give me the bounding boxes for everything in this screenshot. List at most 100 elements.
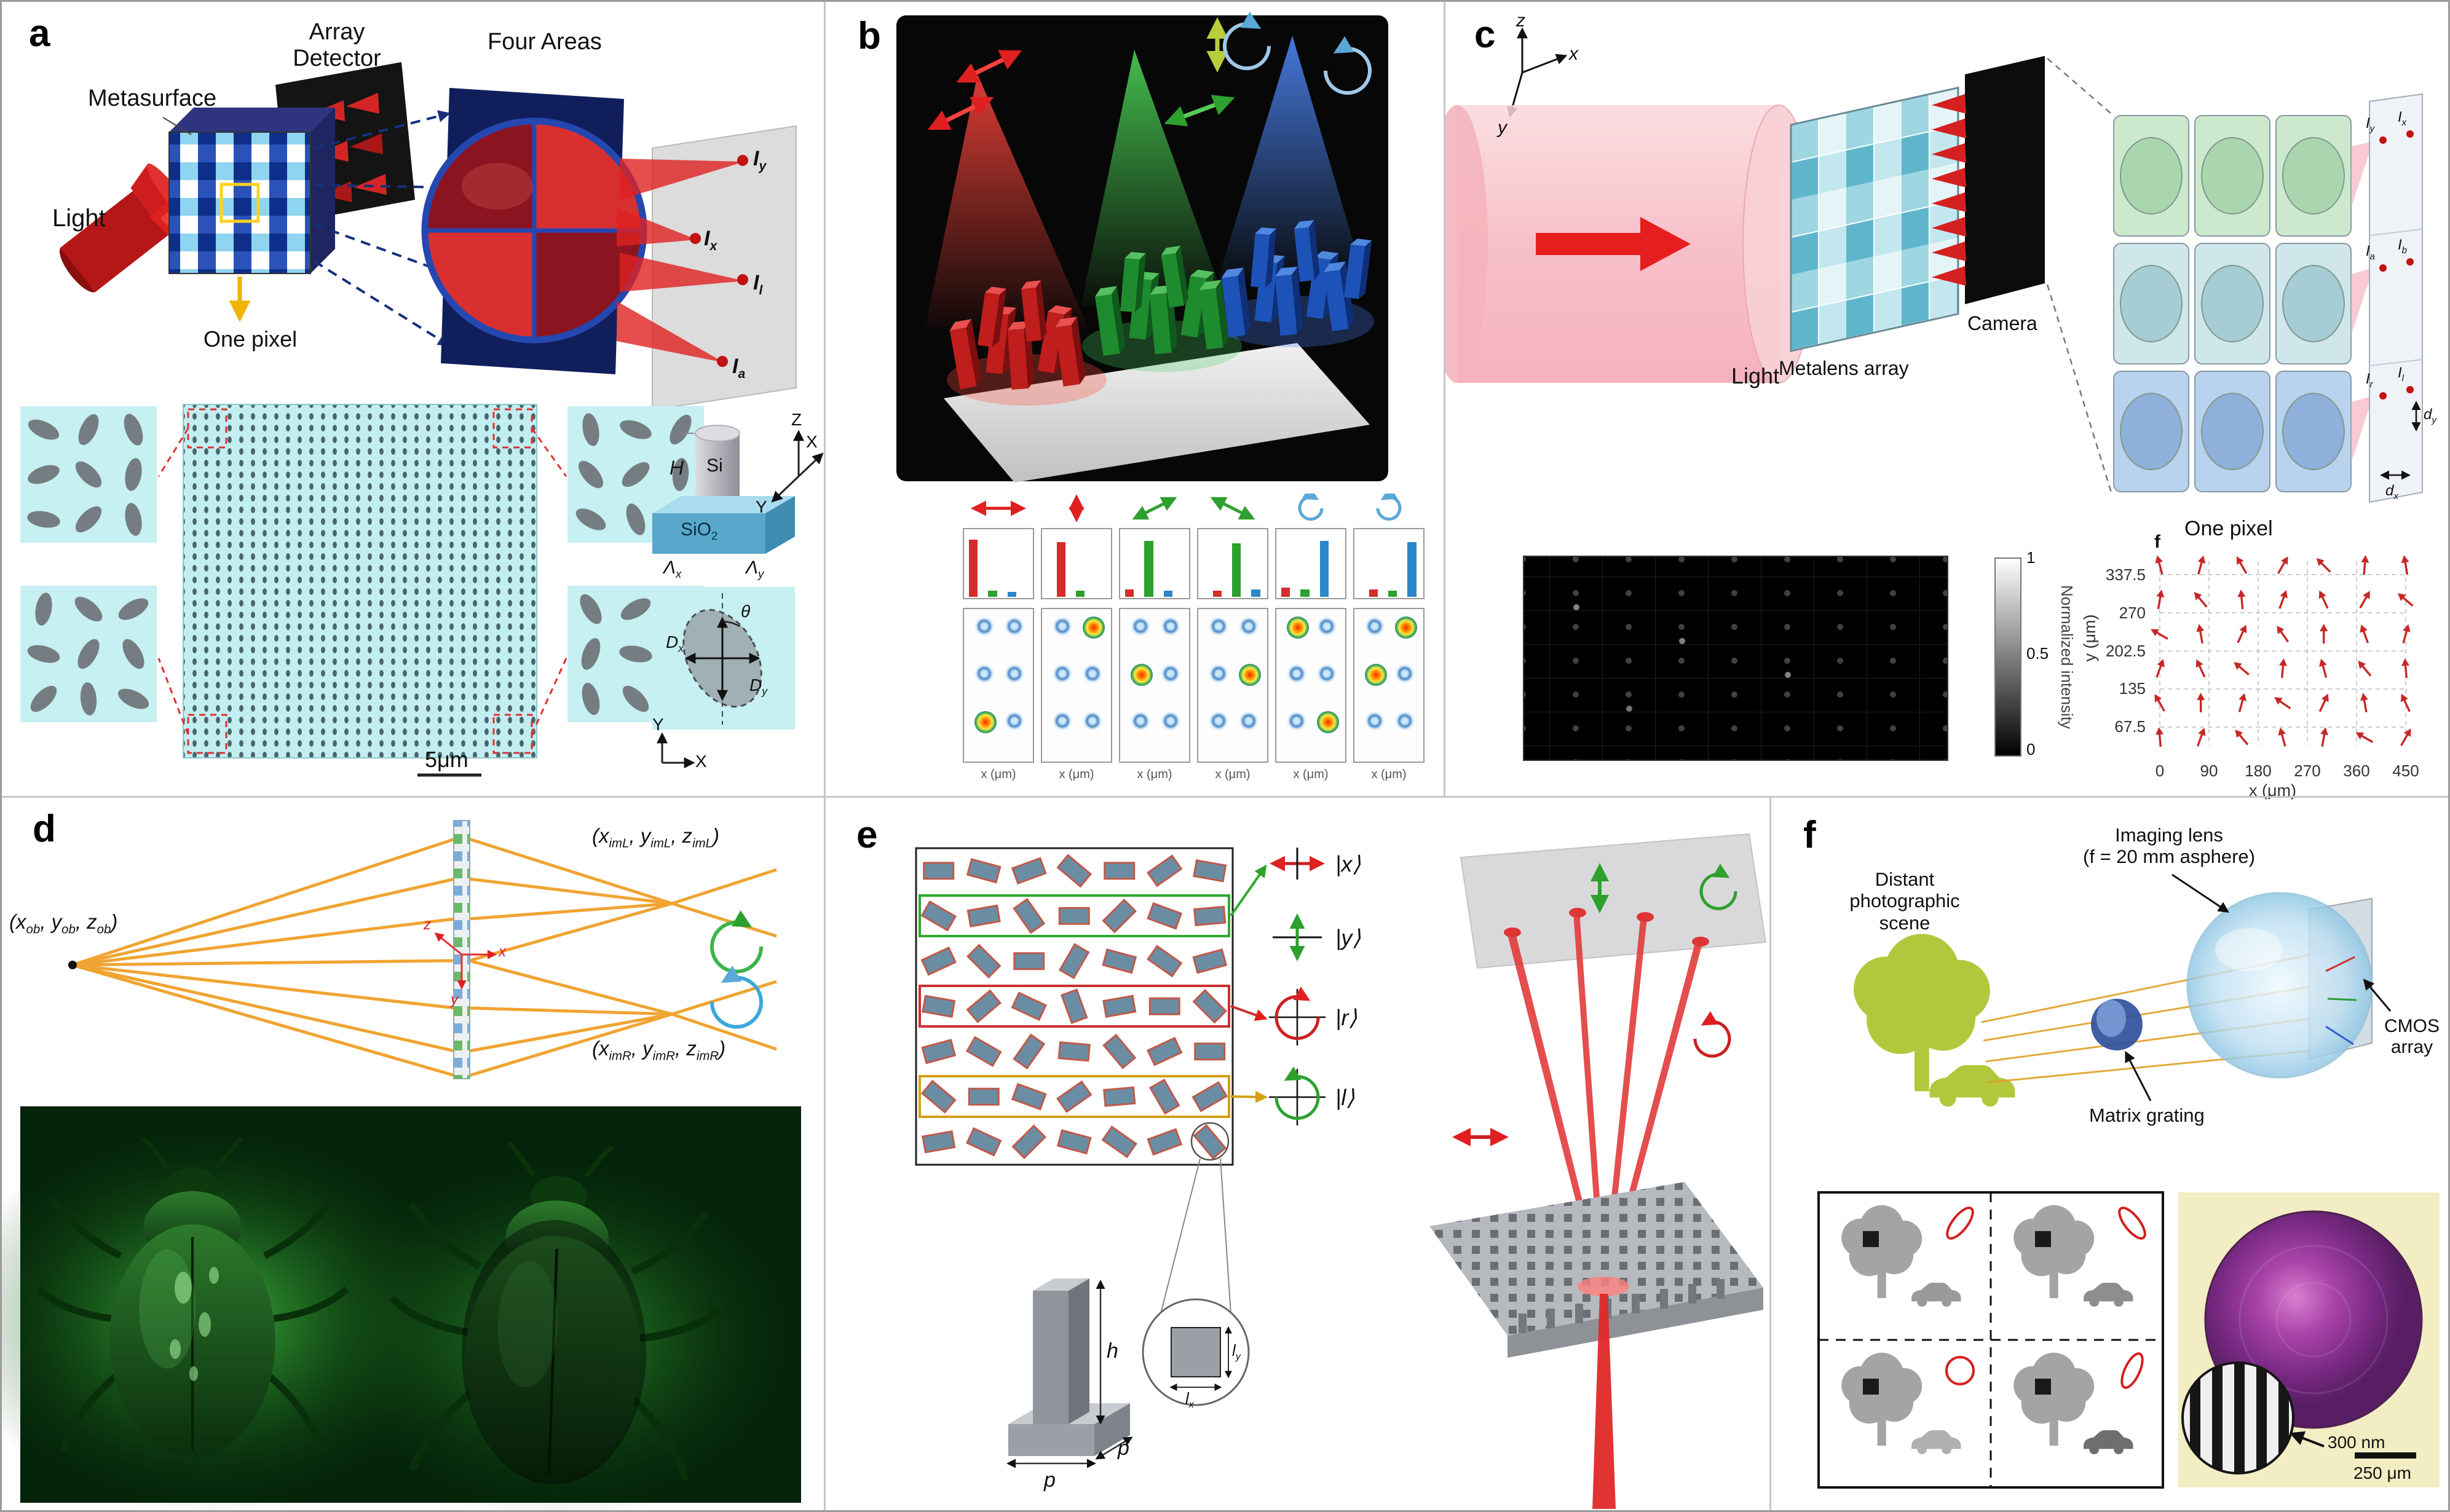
divider-de bbox=[824, 796, 826, 1510]
substrate-label: SiO2 bbox=[681, 519, 718, 542]
focal-spot-panel-5 bbox=[1275, 608, 1346, 763]
axis-z-label: Z bbox=[791, 410, 802, 429]
array-detector-label: Array Detector bbox=[293, 19, 381, 72]
focal-spot-panel-6 bbox=[1353, 608, 1425, 763]
panel-f-art bbox=[1817, 873, 2440, 1489]
scale-bar-250um bbox=[2355, 1452, 2416, 1459]
axis-x-label: x bbox=[1569, 44, 1578, 64]
metalens-array-plane bbox=[1790, 86, 1959, 352]
colorbar-min: 0 bbox=[2026, 740, 2036, 758]
scale-250um-label: 250 μm bbox=[2353, 1463, 2411, 1482]
colorbar bbox=[1994, 557, 2021, 757]
one-pixel-detail bbox=[2113, 93, 2423, 503]
ket-y-label: |y⟩ bbox=[1335, 925, 1361, 950]
quiver-title: f bbox=[2154, 532, 2160, 552]
pitch-p2-label: p bbox=[1118, 1436, 1129, 1460]
imaging-setup bbox=[1854, 873, 2392, 1107]
nanopillar-3d-unit bbox=[1006, 1278, 1250, 1468]
colorbar-mid: 0.5 bbox=[2026, 644, 2049, 663]
panel-letter-a: a bbox=[29, 12, 50, 55]
ellipse-parameter-diagram bbox=[652, 587, 795, 768]
dx-label: Dx bbox=[666, 632, 684, 655]
intensity-bar-chart-3 bbox=[1119, 528, 1190, 599]
panel-a-art bbox=[20, 62, 824, 777]
panel-e: e |x⟩ |y⟩ |r⟩ |l⟩ h p p lx ly bbox=[824, 796, 1769, 1510]
axis-y-label: y bbox=[451, 991, 458, 1008]
imaging-lens-label: Imaging lens (f = 20 mm asphere) bbox=[2083, 824, 2255, 868]
light-cylinder bbox=[1444, 104, 1815, 384]
pol-state-icon-rcp bbox=[1353, 486, 1425, 523]
nanopillar-array-map bbox=[915, 847, 1268, 1314]
intensity-bar-chart-5 bbox=[1275, 528, 1346, 599]
focal-spot-panel-4 bbox=[1197, 608, 1268, 763]
ia-label: Ia bbox=[2366, 243, 2375, 262]
colorbar-title: Normalized intensity bbox=[2058, 585, 2076, 730]
cmos-label: CMOS array bbox=[2384, 1016, 2440, 1058]
four-quadrant-polarization-images bbox=[1817, 1191, 2164, 1489]
grating-inset bbox=[2181, 1361, 2294, 1475]
ly-label: ly bbox=[1232, 1341, 1241, 1363]
light-label: Light bbox=[1731, 363, 1780, 388]
focal-spot-panel-2 bbox=[1041, 608, 1112, 763]
four-areas-label: Four Areas bbox=[488, 29, 602, 55]
rcp-circular-arrow bbox=[709, 966, 763, 1029]
panel-letter-c: c bbox=[1474, 14, 1496, 56]
lambda-y-label: Λy bbox=[746, 557, 764, 580]
four-area-lens bbox=[421, 88, 647, 374]
intensity-ix-label: Ix bbox=[704, 227, 717, 253]
silicon-label: Si bbox=[706, 455, 723, 476]
pitch-p1-label: p bbox=[1044, 1468, 1056, 1492]
dy-label: dy bbox=[2424, 406, 2436, 425]
rgb-nanopillar-render bbox=[896, 12, 1388, 482]
panel-f: f Distant photographic scene Imaging len… bbox=[1769, 796, 2448, 1510]
one-pixel-label: One pixel bbox=[2184, 517, 2273, 540]
chiral-metalens-ray-diagram bbox=[68, 820, 777, 1079]
panel-d: d (xob, yob, zob) (ximL, yimL, zimL) (xi… bbox=[2, 796, 824, 1510]
panel-letter-d: d bbox=[33, 808, 56, 850]
panel-letter-b: b bbox=[858, 15, 881, 57]
panel-d-art bbox=[2, 820, 804, 1510]
pol-state-icon-diag135 bbox=[1197, 494, 1268, 523]
quiver-yticks: 337.5 270 202.5 135 67.5 bbox=[2105, 565, 2146, 736]
xy-axes bbox=[657, 732, 695, 768]
axis-z-label: z bbox=[1516, 10, 1525, 31]
il-label: Il bbox=[2398, 364, 2404, 384]
scene-label: Distant photographic scene bbox=[1849, 868, 1960, 934]
pillar-height-label: H bbox=[670, 457, 684, 479]
panel-c-art bbox=[1444, 27, 2423, 761]
axis-z-label: z bbox=[424, 916, 431, 933]
intensity-il-label: Il bbox=[753, 271, 763, 297]
imaging-lens-sphere bbox=[2186, 892, 2373, 1079]
spot-xlabel-6: x (μm) bbox=[1371, 768, 1407, 781]
focal-spot-panel-1 bbox=[963, 608, 1034, 763]
intensity-bar-chart-1 bbox=[963, 528, 1034, 599]
quiver-grid bbox=[2159, 561, 2406, 746]
ib-label: Ib bbox=[2398, 237, 2407, 256]
pol-state-icon-vertical bbox=[1041, 494, 1112, 523]
intensity-bar-chart-4 bbox=[1197, 528, 1268, 599]
ket-l-label: |l⟩ bbox=[1335, 1085, 1355, 1110]
scale-bar-label: 5μm bbox=[425, 747, 468, 772]
unit-cell-axes bbox=[771, 430, 824, 503]
axis-y2-label: Y bbox=[652, 715, 664, 734]
axis-x-label: x bbox=[499, 943, 506, 960]
metalens-micrograph bbox=[2178, 1192, 2440, 1487]
spot-xlabel-4: x (μm) bbox=[1215, 768, 1251, 781]
polarization-arrows-3d bbox=[927, 12, 1372, 130]
quiver-plot bbox=[2151, 555, 2414, 747]
dashed-rays bbox=[313, 110, 451, 347]
metasurface-cube bbox=[162, 108, 335, 322]
divider-ef bbox=[1769, 796, 1771, 1510]
pillar-h-label: h bbox=[1107, 1339, 1118, 1363]
panel-b: b x (μm) x (μm) x (μm) x (μm) x (μm) x (… bbox=[824, 2, 1444, 796]
panel-letter-f: f bbox=[1803, 814, 1816, 856]
ket-x-label: |x⟩ bbox=[1335, 851, 1361, 876]
one-pixel-label: One pixel bbox=[204, 326, 298, 352]
metalens-array-label: Metalens array bbox=[1779, 357, 1909, 379]
axis-x2-label: X bbox=[695, 752, 707, 771]
theta-label: θ bbox=[741, 602, 751, 621]
metasurface-axes bbox=[434, 932, 497, 990]
axis-y-label: y bbox=[1498, 117, 1507, 138]
intensity-iy-label: Iy bbox=[753, 147, 767, 173]
metasurface-layout-map bbox=[20, 404, 704, 777]
